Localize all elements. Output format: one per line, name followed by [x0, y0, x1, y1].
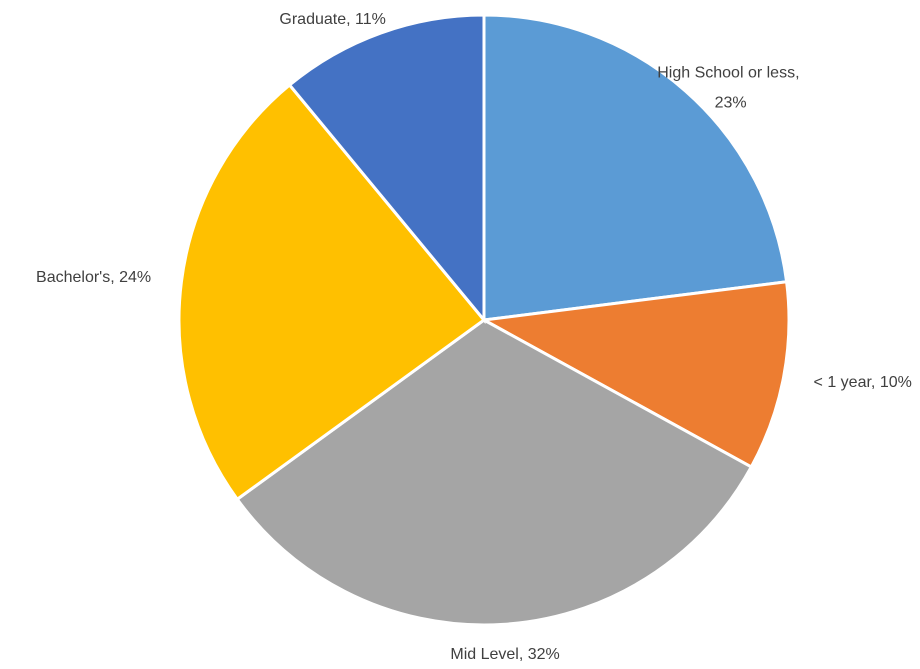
pie-slice	[479, 280, 791, 469]
data-label: Graduate, 11%	[279, 11, 385, 28]
pie-slice	[235, 318, 754, 627]
data-label: Bachelor's, 24%	[36, 269, 151, 286]
pie-slice	[177, 82, 487, 502]
data-label: Mid Level, 32%	[450, 646, 559, 663]
data-label: High School or less, 23%	[657, 65, 804, 112]
data-label: < 1 year, 10%	[814, 374, 912, 391]
pie-slice	[287, 13, 486, 325]
pie-slice	[482, 13, 789, 322]
